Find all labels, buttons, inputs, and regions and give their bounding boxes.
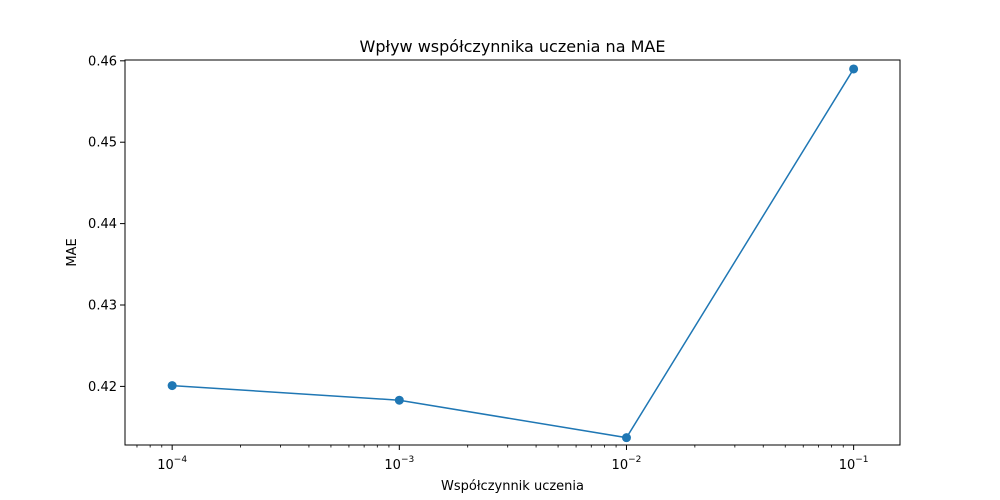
y-tick-label: 0.45 xyxy=(88,136,117,151)
data-point xyxy=(394,395,404,405)
x-tick-label: 10−2 xyxy=(612,455,642,473)
y-axis-label: MAE xyxy=(65,238,80,266)
plot-area-frame xyxy=(124,59,901,446)
x-tick-label: 10−1 xyxy=(839,455,869,473)
y-tick-label: 0.46 xyxy=(88,54,117,69)
series-line xyxy=(172,68,855,439)
x-axis: 10−4 10−3 10−2 10−1 xyxy=(136,445,869,473)
x-tick-label: 10−4 xyxy=(157,455,187,473)
data-point xyxy=(621,433,631,443)
chart-title: Wpływ współczynnika uczenia na MAE xyxy=(360,37,666,56)
data-point xyxy=(167,381,177,391)
y-tick-label: 0.43 xyxy=(88,299,117,314)
y-tick-label: 0.44 xyxy=(88,217,117,232)
y-tick-label: 0.42 xyxy=(88,380,117,395)
series-layer xyxy=(167,64,859,443)
data-point xyxy=(849,64,859,74)
y-axis: 0.42 0.43 0.44 0.45 0.46 xyxy=(88,54,125,395)
x-tick-label: 10−3 xyxy=(384,455,414,473)
x-axis-label: Współczynnik uczenia xyxy=(441,479,584,494)
